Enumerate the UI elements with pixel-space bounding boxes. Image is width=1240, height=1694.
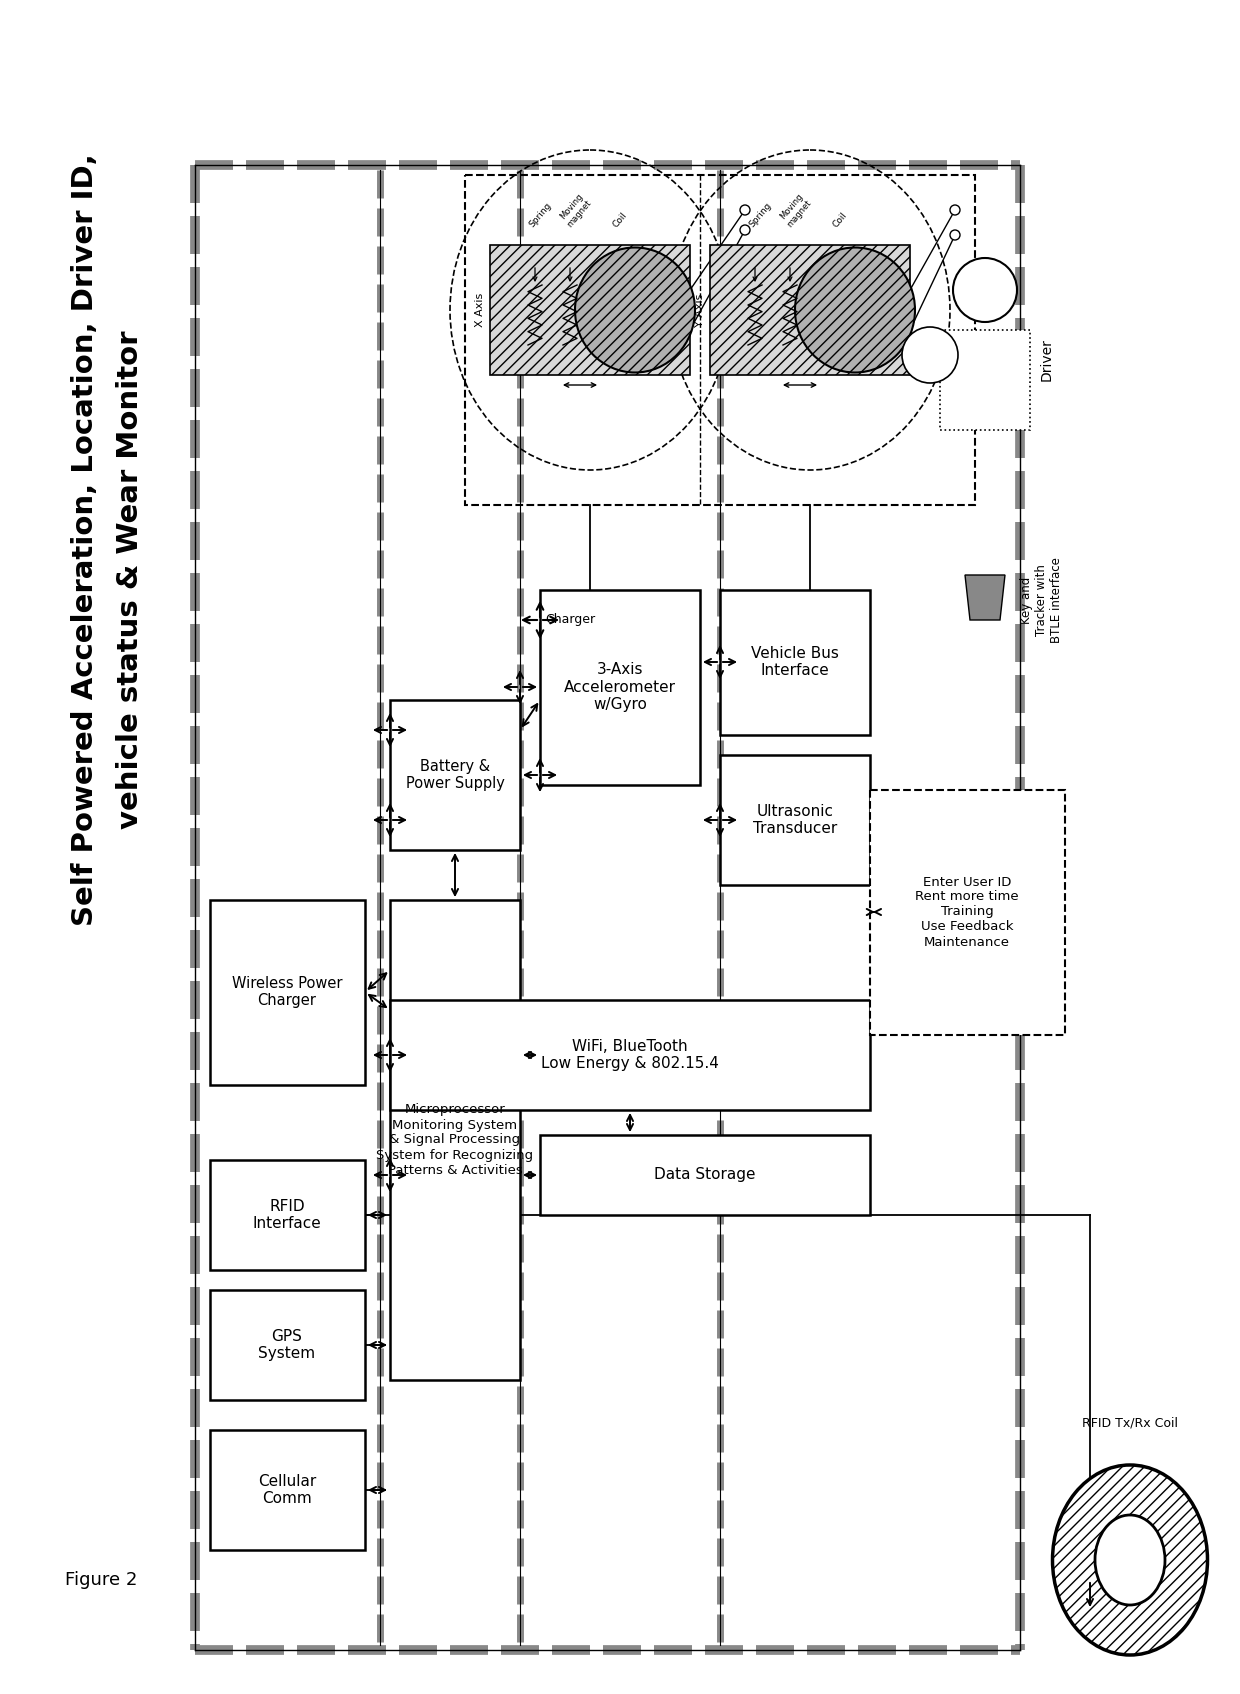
Text: Cellular
Comm: Cellular Comm — [258, 1474, 316, 1506]
Text: Coil: Coil — [611, 210, 629, 229]
Text: Data Storage: Data Storage — [655, 1167, 755, 1182]
Text: Spring: Spring — [748, 202, 773, 229]
FancyBboxPatch shape — [711, 246, 910, 374]
Text: RFID Tx/Rx Coil: RFID Tx/Rx Coil — [1083, 1416, 1178, 1430]
Text: Vehicle Bus
Interface: Vehicle Bus Interface — [751, 645, 839, 678]
Polygon shape — [965, 574, 1004, 620]
FancyBboxPatch shape — [210, 1430, 365, 1550]
Ellipse shape — [575, 247, 694, 373]
Circle shape — [740, 225, 750, 235]
Circle shape — [950, 205, 960, 215]
FancyBboxPatch shape — [490, 246, 689, 374]
Circle shape — [950, 230, 960, 241]
Text: GPS
System: GPS System — [258, 1328, 315, 1362]
FancyBboxPatch shape — [870, 789, 1065, 1035]
Text: Key and
Tracker with
BTLE interface: Key and Tracker with BTLE interface — [1021, 557, 1063, 644]
Text: WiFi, BlueTooth
Low Energy & 802.15.4: WiFi, BlueTooth Low Energy & 802.15.4 — [541, 1038, 719, 1071]
Text: Battery &
Power Supply: Battery & Power Supply — [405, 759, 505, 791]
Circle shape — [954, 257, 1017, 322]
FancyBboxPatch shape — [720, 756, 870, 884]
Text: X Axis: X Axis — [475, 293, 485, 327]
FancyBboxPatch shape — [391, 900, 520, 1381]
FancyBboxPatch shape — [391, 700, 520, 850]
Text: Self Powered Acceleration, Location, Driver ID,: Self Powered Acceleration, Location, Dri… — [71, 154, 99, 927]
Text: Coil: Coil — [831, 210, 849, 229]
Text: RFID
Interface: RFID Interface — [253, 1199, 321, 1232]
Ellipse shape — [1095, 1514, 1166, 1604]
FancyBboxPatch shape — [539, 1135, 870, 1215]
Text: Enter User ID
Rent more time
Training
Use Feedback
Maintenance: Enter User ID Rent more time Training Us… — [915, 876, 1019, 949]
Circle shape — [740, 205, 750, 215]
Text: Figure 2: Figure 2 — [64, 1570, 138, 1589]
FancyBboxPatch shape — [210, 1160, 365, 1270]
Text: Spring: Spring — [527, 202, 553, 229]
FancyBboxPatch shape — [539, 590, 701, 784]
FancyBboxPatch shape — [210, 1291, 365, 1399]
Text: Y Axis: Y Axis — [694, 293, 706, 327]
Text: Ultrasonic
Transducer: Ultrasonic Transducer — [753, 803, 837, 837]
Ellipse shape — [795, 247, 915, 373]
Ellipse shape — [1053, 1465, 1208, 1655]
Text: Driver: Driver — [1040, 339, 1054, 381]
Text: vehicle status & Wear Monitor: vehicle status & Wear Monitor — [117, 330, 144, 830]
FancyBboxPatch shape — [940, 330, 1030, 430]
Text: Moving
magnet: Moving magnet — [777, 191, 813, 229]
Circle shape — [901, 327, 959, 383]
FancyBboxPatch shape — [391, 999, 870, 1110]
FancyBboxPatch shape — [210, 900, 365, 1084]
FancyBboxPatch shape — [720, 590, 870, 735]
Text: 3-Axis
Accelerometer
w/Gyro: 3-Axis Accelerometer w/Gyro — [564, 662, 676, 711]
Text: Moving
magnet: Moving magnet — [557, 191, 593, 229]
Text: Charger: Charger — [546, 613, 595, 627]
Text: Wireless Power
Charger: Wireless Power Charger — [232, 976, 342, 1008]
Text: Microprocessor
Monitoring System
& Signal Processing
System for Recognizing
Patt: Microprocessor Monitoring System & Signa… — [377, 1103, 533, 1177]
